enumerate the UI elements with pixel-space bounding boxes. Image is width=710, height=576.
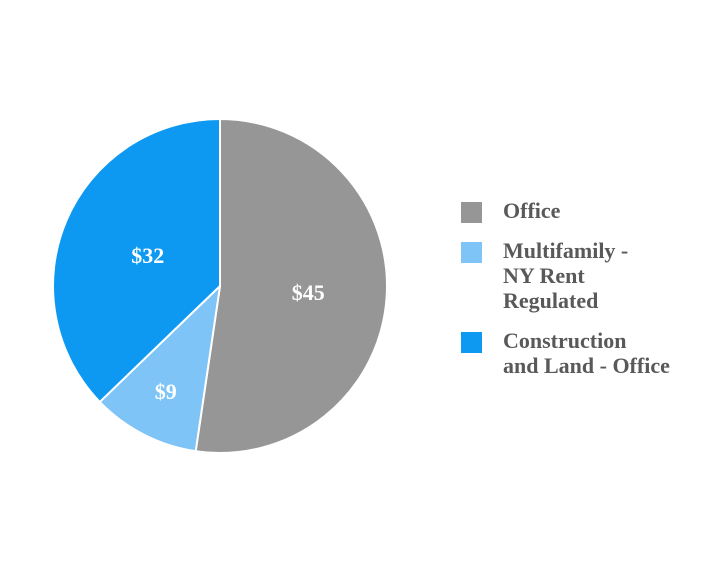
legend-label-line: Office <box>503 198 561 223</box>
legend-label-multifamily: Multifamily - NY Rent Regulated <box>503 238 628 313</box>
pie-slice-multifamily-ny-rent-regulated <box>98 285 221 453</box>
pie-slice-value-label: $32 <box>131 243 164 268</box>
chart-legend: Office Multifamily - NY Rent Regulated C… <box>461 198 670 378</box>
legend-swatch-multifamily <box>461 242 482 263</box>
legend-label-office: Office <box>503 198 560 223</box>
legend-label-construction: Construction and Land - Office <box>503 328 670 378</box>
pie-slice-value-label: $45 <box>292 280 325 305</box>
legend-label-line: and Land - Office <box>503 353 670 378</box>
pie-slice-construction-and-land-office <box>52 118 221 403</box>
legend-swatch-office <box>461 202 482 223</box>
legend-label-line: NY Rent <box>503 263 585 288</box>
legend-item-office: Office <box>461 198 670 223</box>
pie-slice-value-label: $9 <box>155 379 177 404</box>
pie-slice-office <box>194 118 388 454</box>
legend-item-construction-and-land-office: Construction and Land - Office <box>461 328 670 378</box>
legend-label-line: Multifamily - <box>503 238 629 263</box>
legend-label-line: Construction <box>503 328 627 353</box>
legend-swatch-construction <box>461 332 482 353</box>
legend-label-line: Regulated <box>503 288 599 313</box>
legend-item-multifamily-ny-rent-regulated: Multifamily - NY Rent Regulated <box>461 238 670 313</box>
